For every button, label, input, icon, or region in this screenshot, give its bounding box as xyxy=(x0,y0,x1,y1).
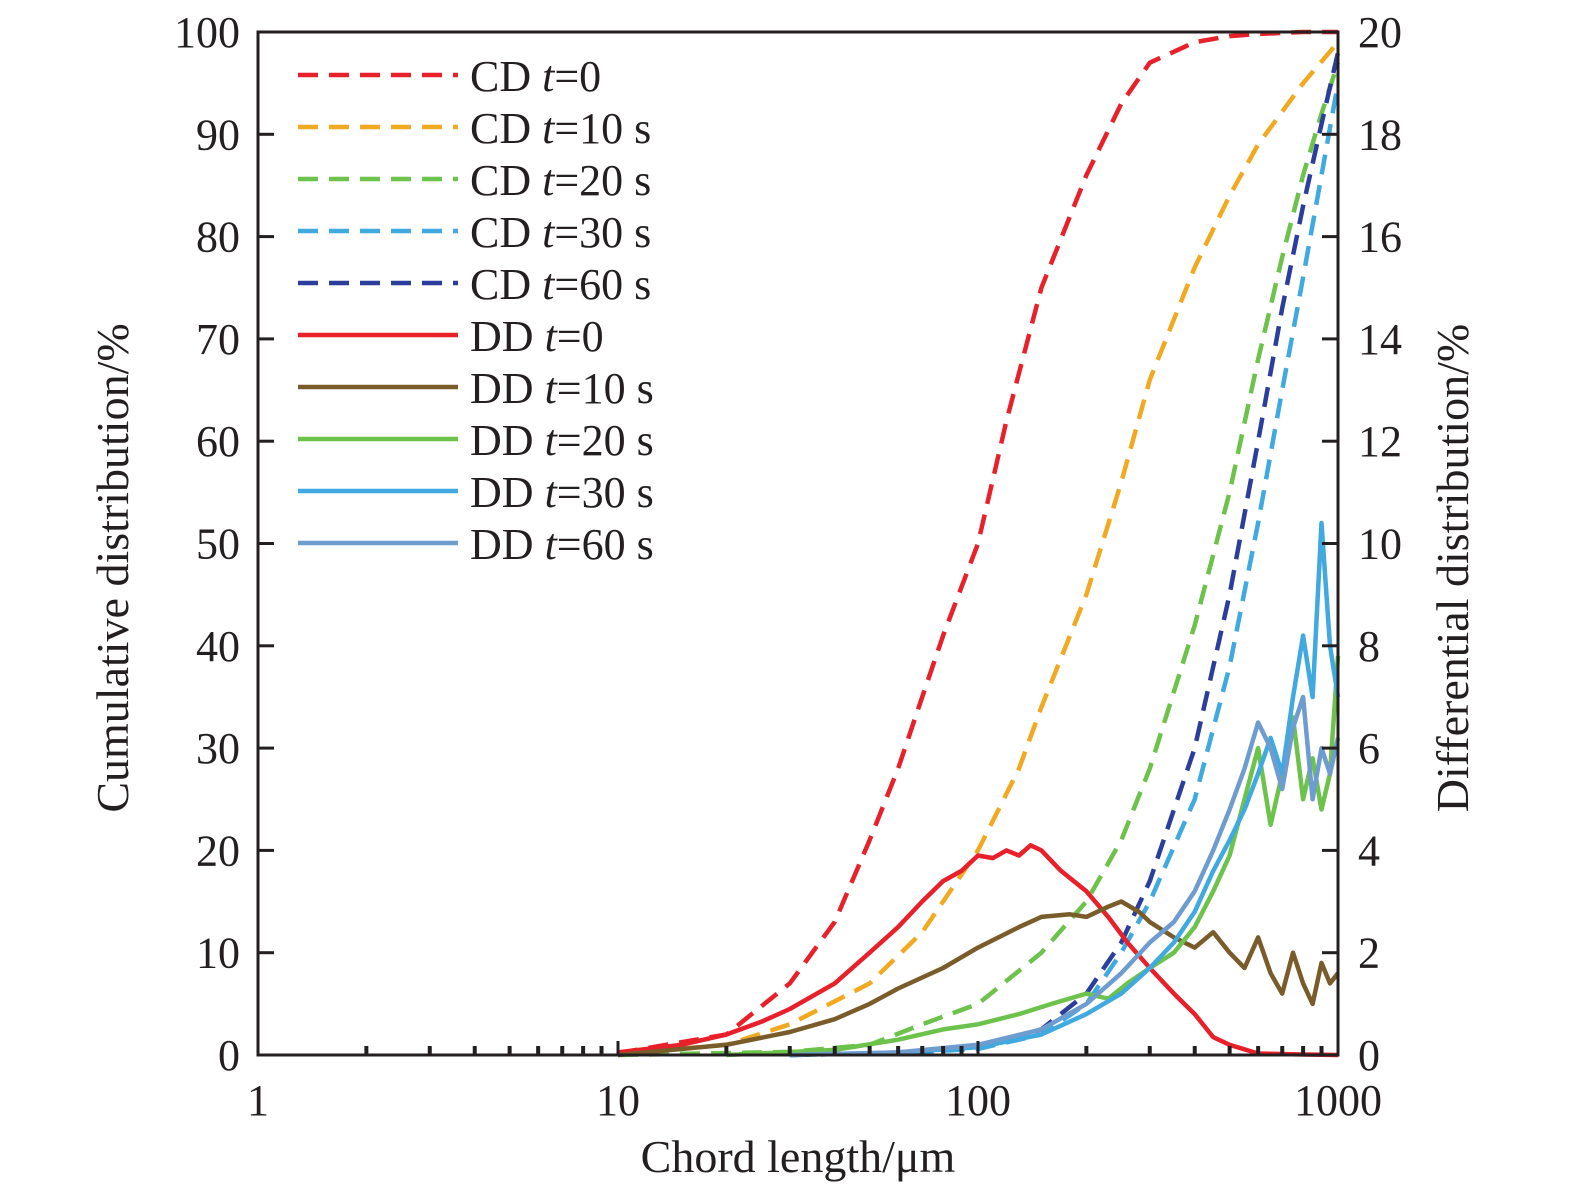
x-tick-label: 1000 xyxy=(1294,1076,1382,1125)
y-left-tick-label: 70 xyxy=(196,315,240,364)
legend-label-dd-t-20-s: DD t=20 s xyxy=(470,416,654,465)
legend: CD t=0CD t=10 sCD t=20 sCD t=30 sCD t=60… xyxy=(298,52,654,569)
y-right-tick-label: 4 xyxy=(1358,826,1380,875)
legend-label-cd-t-0: CD t=0 xyxy=(470,52,601,101)
series-line-cd-t-60-s xyxy=(789,51,1341,1058)
y-left-tick-label: 50 xyxy=(196,520,240,569)
y-right-tick-label: 2 xyxy=(1358,929,1380,978)
legend-label-cd-t-60-s: CD t=60 s xyxy=(470,260,651,309)
legend-label-dd-t-0: DD t=0 xyxy=(470,312,604,361)
y-left-tick-label: 0 xyxy=(218,1031,240,1080)
x-tick-label: 100 xyxy=(945,1076,1011,1125)
y-right-tick-label: 18 xyxy=(1358,110,1402,159)
series-line-cd-t-10-s xyxy=(617,40,1340,1057)
legend-label-dd-t-10-s: DD t=10 s xyxy=(470,364,654,413)
series-line-cd-t-0 xyxy=(617,29,1338,1056)
y-right-tick-label: 8 xyxy=(1358,622,1380,671)
y-right-tick-label: 12 xyxy=(1358,417,1402,466)
series-line-dd-t-30-s xyxy=(789,520,1341,1058)
legend-label-dd-t-30-s: DD t=30 s xyxy=(470,468,654,517)
y-right-tick-label: 16 xyxy=(1358,213,1402,262)
legend-label-cd-t-10-s: CD t=10 s xyxy=(470,104,651,153)
y-right-tick-label: 20 xyxy=(1358,8,1402,57)
series-line-dd-t-60-s xyxy=(789,694,1341,1058)
y-right-tick-label: 14 xyxy=(1358,315,1402,364)
y-left-tick-label: 10 xyxy=(196,929,240,978)
y-right-tick-label: 0 xyxy=(1358,1031,1380,1080)
axis-layer: 1 10 100 1000010203040506070809010002468101… xyxy=(174,8,1402,1125)
y-left-tick-label: 60 xyxy=(196,417,240,466)
y-axis-title-left: Cumulative distribution/% xyxy=(87,323,138,812)
y-right-tick-label: 6 xyxy=(1358,724,1380,773)
y-left-tick-label: 40 xyxy=(196,622,240,671)
series-line-dd-t-20-s xyxy=(726,655,1341,1058)
y-axis-title-right: Differential distribution/% xyxy=(1427,324,1478,812)
series-line-cd-t-20-s xyxy=(617,62,1341,1058)
x-tick-label: 10 xyxy=(596,1076,640,1125)
y-left-tick-label: 80 xyxy=(196,213,240,262)
y-left-tick-label: 100 xyxy=(174,8,240,57)
legend-label-dd-t-60-s: DD t=60 s xyxy=(470,520,654,569)
series-layer xyxy=(617,29,1341,1058)
y-left-tick-label: 20 xyxy=(196,826,240,875)
y-right-tick-label: 10 xyxy=(1358,520,1402,569)
y-left-tick-label: 90 xyxy=(196,110,240,159)
legend-label-cd-t-30-s: CD t=30 s xyxy=(470,208,651,257)
y-left-tick-label: 30 xyxy=(196,724,240,773)
series-line-dd-t-10-s xyxy=(617,899,1340,1058)
x-axis-title: Chord length/μm xyxy=(641,1131,956,1182)
legend-label-cd-t-20-s: CD t=20 s xyxy=(470,156,651,205)
series-line-dd-t-0 xyxy=(617,843,1339,1058)
x-tick-label: 1 xyxy=(247,1076,269,1125)
